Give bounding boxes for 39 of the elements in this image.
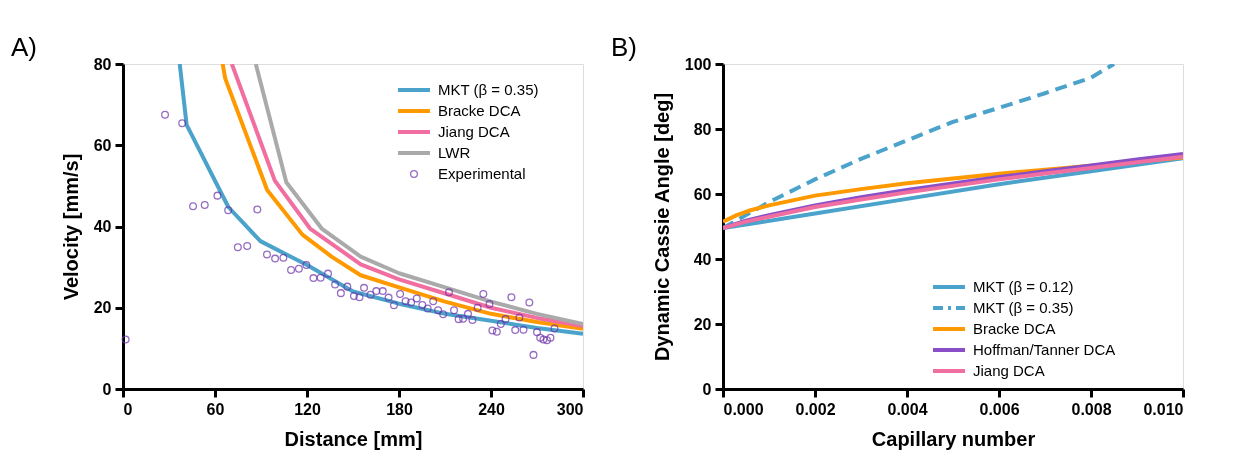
x-tick-label: 0.008 (1071, 400, 1112, 418)
y-tick-label: 100 (684, 55, 712, 73)
y-axis-title: Dynamic Cassie Angle [deg] (650, 92, 673, 362)
legend-label: MKT (β = 0.35) (438, 81, 539, 98)
y-tick-label: 20 (693, 315, 712, 333)
x-axis-title: Capillary number (871, 427, 1036, 450)
x-tick-label: 300 (556, 400, 584, 418)
y-axis-title: Velocity [mm/s] (59, 153, 82, 301)
y-tick-label: 0 (702, 380, 712, 398)
x-tick-label: 60 (206, 400, 225, 418)
legend-label: Bracke DCA (438, 102, 521, 119)
y-tick-label: 20 (93, 299, 112, 317)
x-tick-label: 120 (294, 400, 321, 418)
x-tick-label: 0.000 (723, 400, 764, 418)
x-tick-label: 0.006 (979, 400, 1020, 418)
x-axis-title: Distance [mm] (284, 427, 423, 450)
legend-label: Bracke DCA (973, 320, 1056, 337)
x-tick-label: 240 (478, 400, 505, 418)
x-tick-label: 0.004 (887, 400, 928, 418)
y-tick-label: 0 (102, 380, 112, 398)
y-tick-label: 80 (93, 55, 112, 73)
x-tick-label: 180 (386, 400, 413, 418)
legend-label: Experimental (438, 165, 526, 182)
text: A) (11, 32, 37, 62)
legend-label: Jiang DCA (973, 362, 1045, 379)
legend-label: Jiang DCA (438, 123, 510, 140)
y-tick-label: 40 (693, 250, 712, 268)
x-tick-label: 0.010 (1143, 400, 1184, 418)
x-tick-label: 0.002 (795, 400, 836, 418)
legend-label: Hoffman/Tanner DCA (973, 341, 1116, 358)
y-tick-label: 60 (93, 136, 112, 154)
y-tick-label: 60 (693, 185, 712, 203)
y-tick-label: 80 (693, 120, 712, 138)
y-tick-label: 40 (93, 218, 112, 235)
legend-label: MKT (β = 0.12) (973, 278, 1074, 295)
legend-label: LWR (438, 144, 471, 161)
legend-label: MKT (β = 0.35) (973, 299, 1074, 316)
x-tick-label: 0 (123, 400, 133, 418)
text: B) (611, 32, 637, 62)
